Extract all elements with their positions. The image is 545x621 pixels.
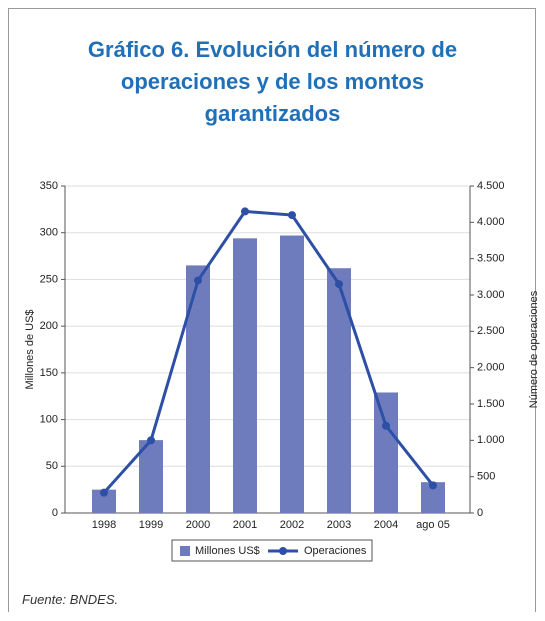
bar	[186, 265, 210, 513]
y2-tick-label: 0	[477, 507, 483, 519]
x-tick-label: 2001	[233, 519, 257, 531]
x-tick-label: 2000	[186, 519, 210, 531]
y-tick-label: 50	[46, 460, 58, 472]
y2-tick-label: 500	[477, 471, 495, 483]
bar	[233, 238, 257, 513]
y2-tick-label: 3.000	[477, 289, 505, 301]
x-tick-label: 1998	[92, 519, 116, 531]
legend-label: Millones US$	[195, 545, 260, 557]
legend-box	[171, 539, 373, 562]
bar	[92, 489, 116, 513]
frame	[8, 8, 536, 612]
line-marker	[100, 488, 108, 497]
y2-tick-label: 4.500	[477, 180, 505, 192]
bar	[374, 392, 398, 513]
y2-tick-label: 1.500	[477, 398, 505, 410]
line-marker	[335, 280, 343, 289]
chart-title: Gráfico 6. Evolución del número de opera…	[87, 37, 458, 126]
y2-tick-label: 2.000	[477, 362, 505, 374]
line-marker	[288, 211, 296, 220]
line-marker	[382, 421, 390, 430]
line	[102, 209, 435, 494]
x-tick-label: 2004	[374, 519, 398, 531]
y2-tick-label: 2.500	[477, 325, 505, 337]
bar	[280, 235, 304, 513]
y-tick-label: 350	[40, 180, 58, 192]
y2-tick-label: 1.000	[477, 434, 505, 446]
y-tick-label: 150	[40, 367, 58, 379]
y2-tick-label: 3.500	[477, 253, 505, 265]
source: Fuente: BNDES.	[22, 592, 119, 607]
line-marker	[429, 481, 437, 490]
y-axis-label: Millones de US$	[24, 309, 36, 389]
x-tick-label: 2002	[280, 519, 304, 531]
bar	[139, 440, 163, 513]
y-tick-label: 100	[40, 413, 58, 425]
y-tick-label: 250	[40, 273, 58, 285]
line-marker	[147, 436, 155, 445]
legend-label: Operaciones	[304, 545, 367, 557]
y2-tick-label: 4.000	[477, 216, 505, 228]
x-tick-label: 1999	[139, 519, 163, 531]
x-tick-label: 2003	[327, 519, 351, 531]
x-tick-label: ago 05	[416, 519, 450, 531]
y-tick-label: 200	[40, 320, 58, 332]
y-tick-label: 300	[40, 227, 58, 239]
legend-marker	[279, 547, 287, 555]
y2-axis-label: Número de operaciones	[528, 290, 540, 408]
line-marker	[194, 276, 202, 285]
y-tick-label: 0	[52, 507, 58, 519]
line-marker	[241, 207, 249, 216]
legend-swatch	[180, 546, 190, 556]
